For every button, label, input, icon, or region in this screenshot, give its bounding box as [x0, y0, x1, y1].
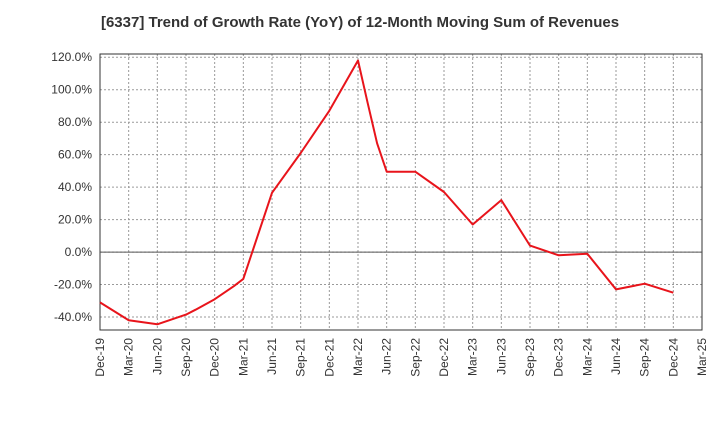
y-tick-label: 120.0% — [51, 50, 92, 64]
x-tick-label: Sep-20 — [179, 338, 193, 377]
grid-lines — [99, 54, 703, 330]
y-axis-tick-labels: 120.0% 100.0% 80.0% 60.0% 40.0% 20.0% 0.0% -20.… — [51, 50, 92, 324]
x-tick-label: Jun-21 — [265, 338, 279, 375]
x-tick-label: Sep-24 — [638, 338, 652, 377]
x-tick-label: Mar-24 — [580, 338, 594, 376]
series-lines — [99, 59, 674, 326]
x-axis-tick-labels: Dec-19 Mar-20 Jun-20 Sep-20 Dec-20 Mar-21 Jun-… — [93, 338, 709, 377]
x-tick-label: Mar-22 — [351, 338, 365, 376]
x-tick-label: Mar-21 — [236, 338, 250, 376]
x-tick-label: Jun-22 — [380, 338, 394, 375]
y-tick-label: 80.0% — [58, 115, 92, 129]
y-tick-label: -20.0% — [54, 278, 92, 292]
x-tick-label: Dec-19 — [93, 338, 107, 377]
y-tick-label: 60.0% — [58, 148, 92, 162]
y-tick-label: 20.0% — [58, 213, 92, 227]
x-tick-label: Sep-22 — [408, 338, 422, 377]
x-tick-label: Mar-20 — [122, 338, 136, 376]
x-tick-label: Mar-23 — [466, 338, 480, 376]
chart-title: [6337] Trend of Growth Rate (YoY) of 12-… — [100, 14, 620, 31]
x-tick-label: Dec-21 — [322, 338, 336, 377]
x-tick-label: Jun-24 — [609, 338, 623, 375]
x-tick-label: Sep-23 — [523, 338, 537, 377]
x-tick-label: Dec-20 — [208, 338, 222, 377]
series-line — [99, 59, 674, 326]
y-tick-label: 100.0% — [51, 83, 92, 97]
y-tick-label: -40.0% — [54, 310, 92, 324]
plot-area-border — [99, 53, 703, 331]
x-tick-label: Jun-20 — [150, 338, 164, 375]
x-tick-label: Mar-25 — [695, 338, 709, 376]
x-tick-label: Jun-23 — [494, 338, 508, 375]
y-tick-label: 0.0% — [65, 245, 93, 259]
x-tick-label: Sep-21 — [294, 338, 308, 377]
x-tick-label: Dec-24 — [666, 338, 680, 377]
x-tick-label: Dec-23 — [552, 338, 566, 377]
x-tick-label: Dec-22 — [437, 338, 451, 377]
y-tick-label: 40.0% — [58, 180, 92, 194]
